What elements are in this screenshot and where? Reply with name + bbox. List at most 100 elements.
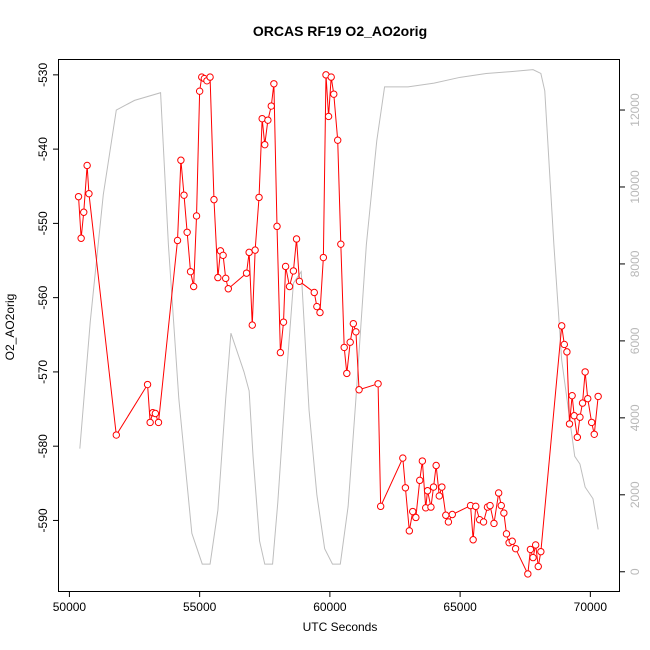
o2-data-point: [80, 208, 88, 216]
o2-data-point: [558, 322, 566, 330]
o2-data-point: [529, 553, 537, 562]
o2-data-point: [560, 340, 568, 349]
o2-data-point: [573, 433, 582, 441]
o2-data-point: [173, 236, 182, 245]
o2-data-point: [352, 328, 360, 336]
y2-tick-label: 10000: [628, 170, 642, 204]
plot-frame: [58, 59, 620, 592]
o2-data-point: [279, 318, 288, 326]
o2-data-point: [295, 277, 304, 286]
o2-data-point: [524, 570, 532, 578]
y-tick-label: -550: [36, 211, 50, 235]
o2-data-point: [273, 222, 281, 231]
o2-data-point: [327, 73, 335, 81]
o2-data-point: [438, 483, 446, 491]
y2-tick-label: 6000: [628, 327, 642, 354]
o2-data-point: [500, 509, 508, 517]
x-tick-label: 50000: [53, 600, 87, 614]
o2-data-point: [508, 537, 516, 545]
o2-data-point: [405, 527, 414, 535]
o2-data-point: [319, 253, 328, 262]
o2-data-point: [401, 484, 410, 492]
o2-data-point: [154, 418, 163, 427]
o2-data-point: [399, 454, 407, 462]
x-axis-label: UTC Seconds: [303, 620, 378, 634]
o2-data-point: [289, 267, 298, 275]
o2-data-point: [472, 502, 480, 511]
o2-data-point: [245, 248, 253, 257]
o2-data-point: [210, 195, 218, 204]
y2-tick-label: 12000: [628, 93, 642, 127]
o2-data-point: [416, 476, 424, 485]
o2-data-point: [429, 483, 438, 491]
o2-data-point: [511, 544, 520, 553]
o2-data-point: [324, 112, 333, 121]
o2-data-point: [146, 418, 154, 427]
o2-data-point: [494, 489, 503, 497]
o2-data-point: [576, 413, 584, 421]
o2-data-point: [432, 461, 440, 470]
o2-data-point: [316, 308, 324, 317]
o2-data-point: [427, 503, 435, 511]
chart-title: ORCAS RF19 O2_AO2orig: [253, 23, 427, 39]
y-tick-label: -590: [36, 508, 50, 532]
o2-data-point: [486, 501, 494, 510]
o2-data-point: [444, 518, 453, 526]
o2-data-point: [568, 391, 576, 400]
o2-data-point: [565, 420, 574, 428]
o2-data-point: [587, 418, 596, 427]
altitude-series-line: [79, 69, 599, 565]
o2-data-point: [584, 394, 592, 403]
o2-data-point: [180, 191, 188, 199]
y-tick-label: -580: [36, 434, 50, 458]
y2-tick-label: 2000: [628, 481, 642, 508]
o2-data-point: [448, 510, 456, 519]
y-axis-label: O2_AO2orig: [3, 294, 17, 361]
o2-data-point: [242, 269, 251, 277]
o2-data-point: [264, 116, 272, 124]
o2-data-point: [219, 251, 227, 260]
o2-data-point: [186, 267, 195, 276]
o2-data-point: [248, 321, 256, 329]
o2-data-point: [143, 380, 152, 389]
o2-data-point: [581, 368, 589, 376]
o2-data-point: [85, 189, 93, 198]
o2-data-point: [343, 369, 351, 378]
o2-data-point: [418, 457, 427, 465]
o2-data-point: [340, 343, 348, 352]
o2-data-point: [214, 273, 222, 282]
o2-data-point: [310, 288, 318, 297]
y-tick-label: -560: [36, 285, 50, 309]
o2-data-point: [376, 502, 385, 511]
o2-data-point: [222, 274, 230, 283]
o2-data-point: [355, 386, 363, 394]
o2-data-point: [74, 192, 83, 201]
o2-data-point: [537, 547, 545, 556]
o2-data-point: [435, 492, 443, 500]
y-tick-label: -540: [36, 137, 50, 161]
x-tick-label: 55000: [183, 600, 217, 614]
o2-data-point: [502, 530, 511, 538]
o2-data-point: [276, 348, 285, 357]
o2-data-point: [337, 240, 345, 248]
o2-data-point: [349, 319, 358, 328]
o2-data-point: [177, 156, 185, 164]
o2-series-line: [78, 74, 599, 576]
o2-data-point: [112, 431, 121, 439]
o2-data-point: [189, 282, 198, 291]
o2-data-point: [423, 487, 432, 495]
o2-data-point: [313, 302, 321, 311]
x-tick-label: 70000: [574, 600, 608, 614]
x-tick-label: 65000: [443, 600, 477, 614]
o2-data-point: [330, 90, 338, 98]
o2-data-point: [469, 536, 477, 544]
y2-tick-label: 0: [628, 568, 642, 575]
o2-data-point: [267, 102, 275, 110]
o2-data-point: [195, 87, 204, 95]
o2-data-point: [206, 73, 214, 81]
o2-data-point: [531, 541, 540, 549]
o2-data-point: [412, 513, 420, 522]
o2-data-point: [578, 399, 587, 407]
o2-data-point: [409, 507, 417, 516]
o2-data-point: [490, 519, 498, 528]
